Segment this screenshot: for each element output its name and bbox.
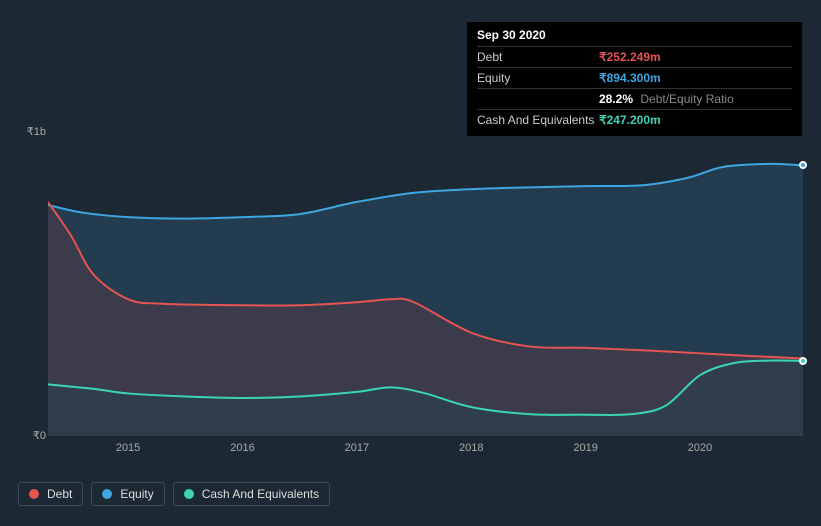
- chart-legend: Debt Equity Cash And Equivalents: [18, 482, 330, 506]
- legend-label: Debt: [47, 487, 72, 501]
- tooltip-row-label: Equity: [477, 71, 599, 85]
- x-axis-label: 2017: [345, 442, 369, 454]
- legend-label: Equity: [120, 487, 153, 501]
- chart-area: ₹1b ₹0 2015 2016 2017 2018 2019 2020: [18, 120, 803, 466]
- x-axis-label: 2020: [688, 442, 712, 454]
- legend-item[interactable]: Equity: [91, 482, 164, 506]
- y-axis-label: ₹0: [18, 429, 46, 442]
- legend-item[interactable]: Debt: [18, 482, 83, 506]
- legend-swatch-icon: [184, 489, 194, 499]
- chart-tooltip: Sep 30 2020 Debt₹252.249mEquity₹894.300m…: [467, 22, 802, 136]
- tooltip-row-value: ₹894.300m: [599, 71, 661, 85]
- tooltip-row: 28.2% Debt/Equity Ratio: [477, 88, 792, 109]
- series-end-marker: [799, 161, 807, 169]
- tooltip-row: Cash And Equivalents₹247.200m: [477, 109, 792, 130]
- tooltip-title: Sep 30 2020: [477, 28, 792, 42]
- x-axis-label: 2016: [230, 442, 254, 454]
- x-axis-labels: 2015 2016 2017 2018 2019 2020: [48, 442, 803, 456]
- legend-swatch-icon: [102, 489, 112, 499]
- x-axis-label: 2018: [459, 442, 483, 454]
- legend-label: Cash And Equivalents: [202, 487, 319, 501]
- tooltip-row-label: Cash And Equivalents: [477, 113, 599, 127]
- x-axis-label: 2015: [116, 442, 140, 454]
- x-axis-label: 2019: [573, 442, 597, 454]
- plot-region[interactable]: [48, 132, 803, 436]
- tooltip-row-value: ₹247.200m: [599, 113, 661, 127]
- y-axis-label: ₹1b: [18, 125, 46, 138]
- tooltip-row-value: ₹252.249m: [599, 50, 661, 64]
- tooltip-row-subtext: Debt/Equity Ratio: [637, 92, 734, 106]
- legend-item[interactable]: Cash And Equivalents: [173, 482, 330, 506]
- legend-swatch-icon: [29, 489, 39, 499]
- tooltip-row: Debt₹252.249m: [477, 46, 792, 67]
- series-end-marker: [799, 357, 807, 365]
- chart-container: Sep 30 2020 Debt₹252.249mEquity₹894.300m…: [0, 0, 821, 526]
- tooltip-row-label: Debt: [477, 50, 599, 64]
- tooltip-row-value: 28.2% Debt/Equity Ratio: [599, 92, 734, 106]
- tooltip-row-label: [477, 92, 599, 106]
- tooltip-row: Equity₹894.300m: [477, 67, 792, 88]
